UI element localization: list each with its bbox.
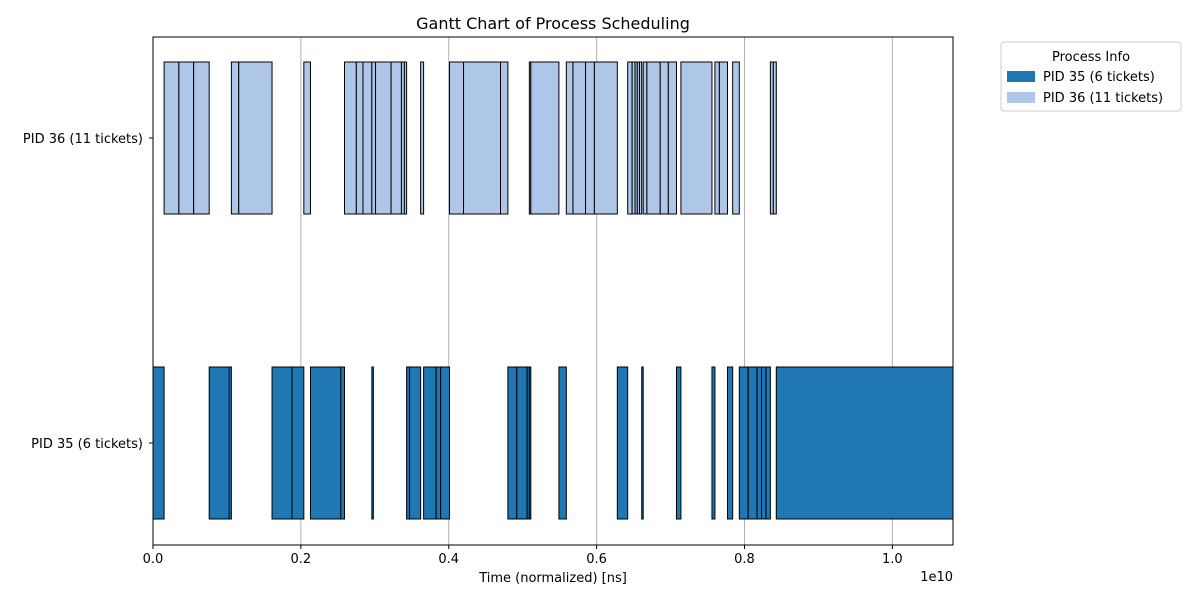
gantt-bar: [463, 61, 502, 215]
x-tick-label: 0.8: [734, 552, 755, 567]
legend-swatch: [1007, 92, 1035, 103]
plot-area-frame: [152, 36, 954, 546]
x-tick-label: 0.6: [586, 552, 607, 567]
gantt-bar: [409, 366, 422, 520]
gantt-bar: [507, 366, 518, 520]
gantt-bar: [343, 61, 357, 215]
gantt-bar: [178, 61, 195, 215]
gantt-bar: [208, 366, 231, 520]
legend: Process Info PID 35 (6 tickets) PID 36 (11…: [1000, 41, 1182, 112]
gantt-bar: [528, 366, 532, 520]
gantt-bar: [271, 366, 293, 520]
bars: [152, 61, 954, 520]
gantt-bar: [572, 61, 587, 215]
gantt-bar: [435, 366, 442, 520]
gantt-bar: [530, 61, 560, 215]
gantt-bar: [163, 61, 180, 215]
chart-title: Gantt Chart of Process Scheduling: [416, 14, 690, 33]
gantt-bar: [659, 61, 669, 215]
x-tick-label: 0.2: [291, 552, 312, 567]
gantt-bar: [238, 61, 273, 215]
gantt-bar: [775, 366, 954, 520]
gantt-bar: [680, 61, 713, 215]
gantt-bar: [371, 366, 374, 520]
gantt-bar: [646, 61, 661, 215]
gantt-bar: [228, 366, 232, 520]
gantt-bar: [152, 366, 165, 520]
gantt-bar: [747, 366, 758, 520]
gantt-bar: [585, 61, 595, 215]
gantt-bar: [714, 61, 720, 215]
gantt-bar: [403, 61, 408, 215]
legend-entry: PID 35 (6 tickets): [1043, 70, 1155, 85]
gantt-bar: [639, 61, 643, 215]
x-axis-offset-label: 1e10: [920, 570, 953, 585]
gantt-bar: [230, 61, 240, 215]
x-axis-label: Time (normalized) [ns]: [478, 571, 627, 586]
gantt-bar: [371, 61, 377, 215]
gantt-bar: [291, 366, 305, 520]
y-tick-label: PID 36 (11 tickets): [23, 132, 143, 147]
gantt-bar: [193, 61, 210, 215]
x-tick-label: 1.0: [882, 552, 903, 567]
gantt-bar: [362, 61, 373, 215]
legend-box: [1000, 41, 1182, 112]
gantt-bar: [642, 61, 648, 215]
gantt-bar: [355, 61, 364, 215]
gantt-bar: [423, 366, 437, 520]
legend-entry: PID 36 (11 tickets): [1043, 91, 1163, 106]
gantt-bar: [756, 366, 763, 520]
gantt-bar: [711, 366, 716, 520]
legend-swatch: [1007, 71, 1035, 82]
gantt-bar: [616, 366, 629, 520]
gantt-bar: [718, 61, 728, 215]
gantt-bar: [516, 366, 528, 520]
gantt-bar: [675, 366, 682, 520]
gantt-bar: [420, 61, 425, 215]
gantt-bar: [732, 61, 740, 215]
gantt-bar: [558, 366, 567, 520]
x-tick-label: 0.0: [143, 552, 164, 567]
gantt-bar: [375, 61, 392, 215]
gantt-bar: [565, 61, 574, 215]
gantt-bar: [641, 366, 644, 520]
x-tick-label: 0.4: [438, 552, 459, 567]
gantt-bar: [440, 366, 450, 520]
gantt-bar: [738, 366, 749, 520]
legend-title: Process Info: [1052, 50, 1130, 65]
y-tick-label: PID 35 (6 tickets): [31, 437, 143, 452]
gantt-bar: [667, 61, 677, 215]
gantt-bar: [500, 61, 509, 215]
gantt-bar: [593, 61, 618, 215]
gantt-bar: [303, 61, 311, 215]
gantt-bar: [448, 61, 465, 215]
gantt-bar: [340, 366, 345, 520]
gantt-bar: [309, 366, 343, 520]
gantt-bar: [772, 61, 777, 215]
gantt-bar: [726, 366, 734, 520]
axis-ticks: 0.0 0.2 0.4 0.6 0.8 1.0 PID 36 (11 tickets) PID…: [23, 132, 903, 567]
gantt-bar: [627, 61, 633, 215]
gantt-bar: [761, 366, 767, 520]
gantt-bar: [390, 61, 402, 215]
gantt-bar: [765, 366, 771, 520]
